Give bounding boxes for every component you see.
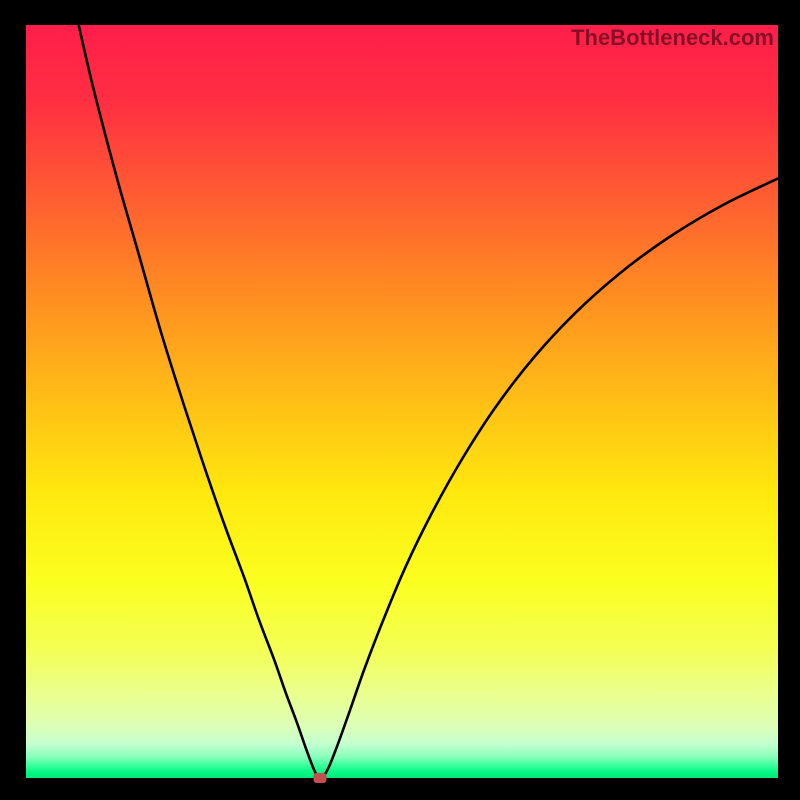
optimum-marker [314, 773, 327, 783]
curve-left-branch [79, 25, 318, 777]
curve-right-branch [323, 178, 778, 777]
bottleneck-curve [26, 25, 778, 778]
watermark: TheBottleneck.com [571, 25, 774, 51]
chart-container: TheBottleneck.com [0, 0, 800, 800]
plot-area: TheBottleneck.com [26, 25, 778, 778]
